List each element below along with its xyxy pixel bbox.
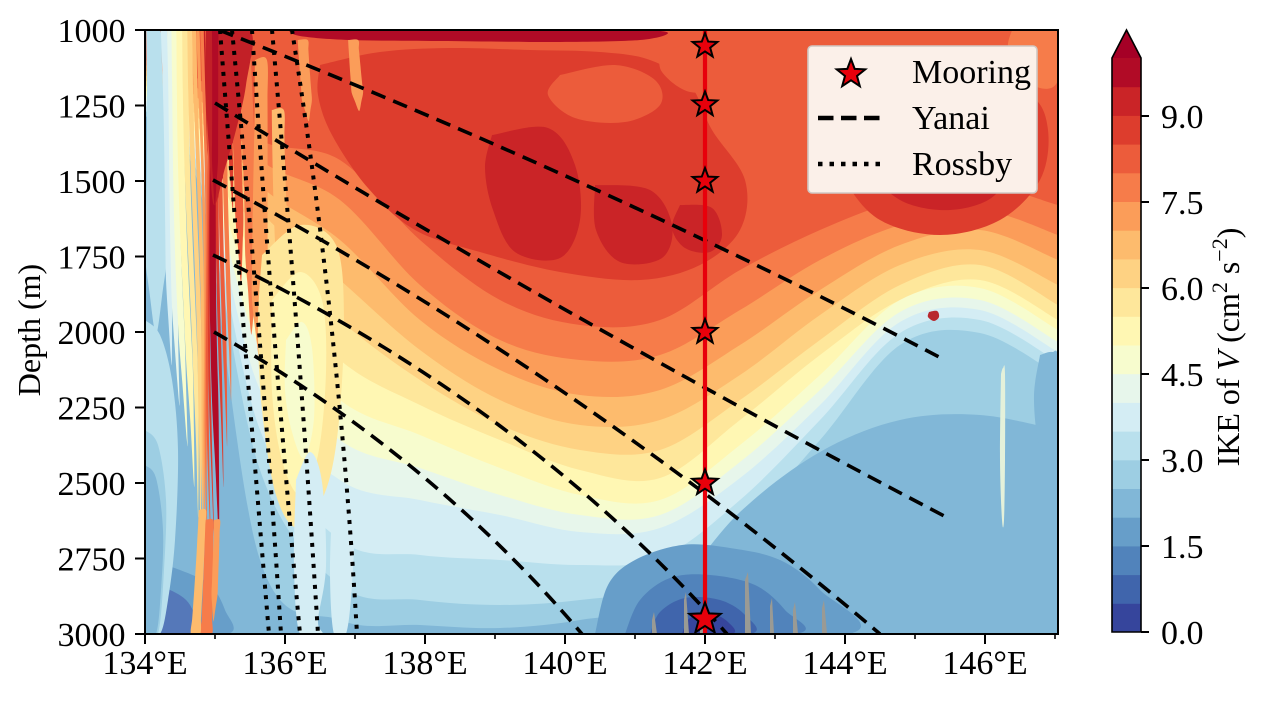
svg-text:140°E: 140°E <box>522 645 607 682</box>
svg-text:Depth (m): Depth (m) <box>11 264 47 396</box>
svg-text:0.0: 0.0 <box>1161 615 1204 652</box>
svg-text:144°E: 144°E <box>802 645 887 682</box>
svg-text:142°E: 142°E <box>662 645 747 682</box>
svg-text:138°E: 138°E <box>382 645 467 682</box>
svg-text:Mooring: Mooring <box>912 54 1031 91</box>
svg-text:1000: 1000 <box>58 13 126 50</box>
svg-text:4.5: 4.5 <box>1161 357 1204 394</box>
svg-text:7.5: 7.5 <box>1161 185 1204 222</box>
svg-text:136°E: 136°E <box>242 645 327 682</box>
svg-text:9.0: 9.0 <box>1161 99 1204 136</box>
svg-text:2000: 2000 <box>58 315 126 352</box>
svg-text:134°E: 134°E <box>102 645 187 682</box>
svg-text:Rossby: Rossby <box>912 146 1012 183</box>
svg-text:2750: 2750 <box>58 542 126 579</box>
svg-text:Yanai: Yanai <box>912 100 990 137</box>
svg-text:1750: 1750 <box>58 240 126 277</box>
svg-text:3000: 3000 <box>58 617 126 654</box>
svg-text:6.0: 6.0 <box>1161 271 1204 308</box>
svg-text:1500: 1500 <box>58 164 126 201</box>
svg-text:1.5: 1.5 <box>1161 529 1204 566</box>
svg-text:2250: 2250 <box>58 391 126 428</box>
svg-text:1250: 1250 <box>58 89 126 126</box>
svg-text:3.0: 3.0 <box>1161 443 1204 480</box>
svg-text:2500: 2500 <box>58 466 126 503</box>
svg-text:146°E: 146°E <box>942 645 1027 682</box>
svg-text:IKE of V (cm2 s−2): IKE of V (cm2 s−2) <box>1207 228 1247 467</box>
